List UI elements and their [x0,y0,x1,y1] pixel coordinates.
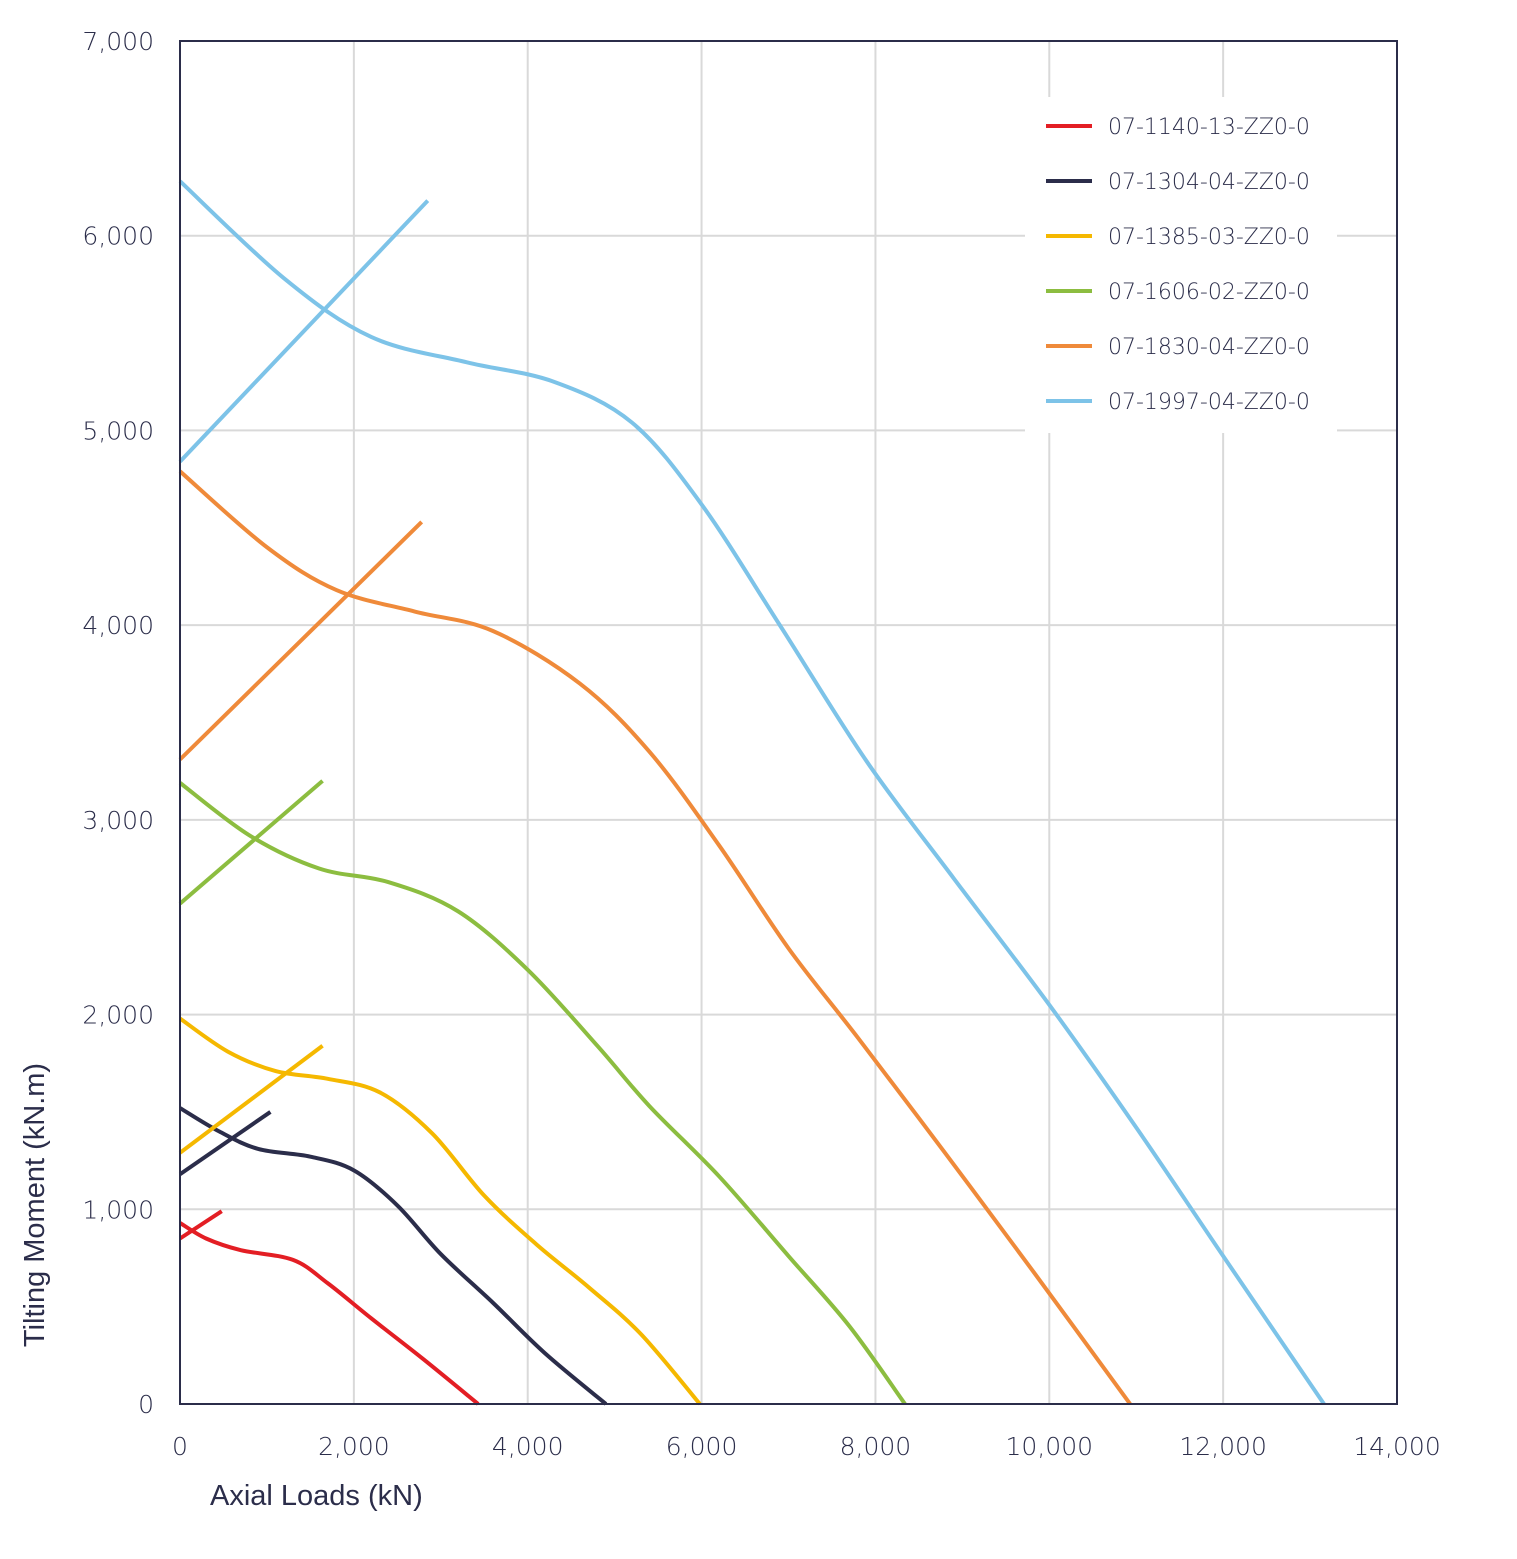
legend-box [1025,97,1337,433]
x-tick-label: 8,000 [840,1432,912,1461]
y-tick-label: 4,000 [82,611,154,640]
y-tick-label: 2,000 [82,1001,154,1030]
legend-item: 07-1830-04-ZZ0-0 [1046,335,1310,360]
series-segment [178,520,424,761]
y-tick-label: 5,000 [82,416,154,445]
legend-item: 07-1385-03-ZZ0-0 [1046,225,1310,250]
legend-background [1025,97,1337,433]
legend-label: 07-1304-04-ZZ0-0 [1108,170,1310,195]
legend: 07-1140-13-ZZ0-0 07-1304-04-ZZ0-0 07-1385-… [1046,115,1310,415]
series-curve [178,1106,608,1406]
x-tick-label: 6,000 [666,1432,738,1461]
series-curve [178,1221,480,1406]
series-07-1830-04-ZZ0-0 [178,469,1132,1406]
x-tick-label: 0 [172,1432,188,1461]
legend-label: 07-1830-04-ZZ0-0 [1108,335,1310,360]
series-curve [178,179,1326,1406]
series-segment [178,1044,324,1155]
series-curve [178,469,1132,1406]
legend-label: 07-1606-02-ZZ0-0 [1108,280,1310,305]
y-axis-title: Tilting Moment (kN.m) [19,1063,51,1347]
y-tick-label: 7,000 [82,27,154,56]
series-segment [178,779,324,906]
y-tick-label: 6,000 [82,222,154,251]
legend-item: 07-1140-13-ZZ0-0 [1046,115,1310,140]
legend-item: 07-1304-04-ZZ0-0 [1046,170,1310,195]
series-07-1385-03-ZZ0-0 [178,1016,702,1406]
y-tick-label: 3,000 [82,806,154,835]
legend-label: 07-1997-04-ZZ0-0 [1108,390,1310,415]
y-axis-ticks: 0 1,000 2,000 3,000 4,000 5,000 6,000 7,000 [82,27,154,1419]
series-segment [178,1110,272,1176]
plot-frame [179,40,1398,1405]
series-segment [178,199,430,463]
series-segment [178,1209,223,1241]
y-tick-label: 1,000 [82,1195,154,1224]
plot-series [178,179,1326,1406]
legend-item: 07-1997-04-ZZ0-0 [1046,390,1310,415]
x-tick-label: 10,000 [1006,1432,1093,1461]
series-curve [178,1016,702,1406]
x-tick-label: 4,000 [492,1432,564,1461]
y-tick-label: 0 [138,1390,154,1419]
x-axis-ticks: 0 2,000 4,000 6,000 8,000 10,000 12,000 14,000 [172,1432,1441,1461]
x-tick-label: 14,000 [1353,1432,1440,1461]
series-07-1304-04-ZZ0-0 [178,1106,608,1406]
series-07-1997-04-ZZ0-0 [178,179,1326,1406]
series-curve [178,781,907,1406]
legend-item: 07-1606-02-ZZ0-0 [1046,280,1310,305]
series-07-1606-02-ZZ0-0 [178,779,907,1406]
x-tick-label: 12,000 [1179,1432,1266,1461]
legend-label: 07-1140-13-ZZ0-0 [1108,115,1310,140]
series-07-1140-13-ZZ0-0 [178,1209,480,1406]
legend-label: 07-1385-03-ZZ0-0 [1108,225,1310,250]
x-axis-title: Axial Loads (kN) [210,1480,423,1512]
x-tick-label: 2,000 [318,1432,390,1461]
